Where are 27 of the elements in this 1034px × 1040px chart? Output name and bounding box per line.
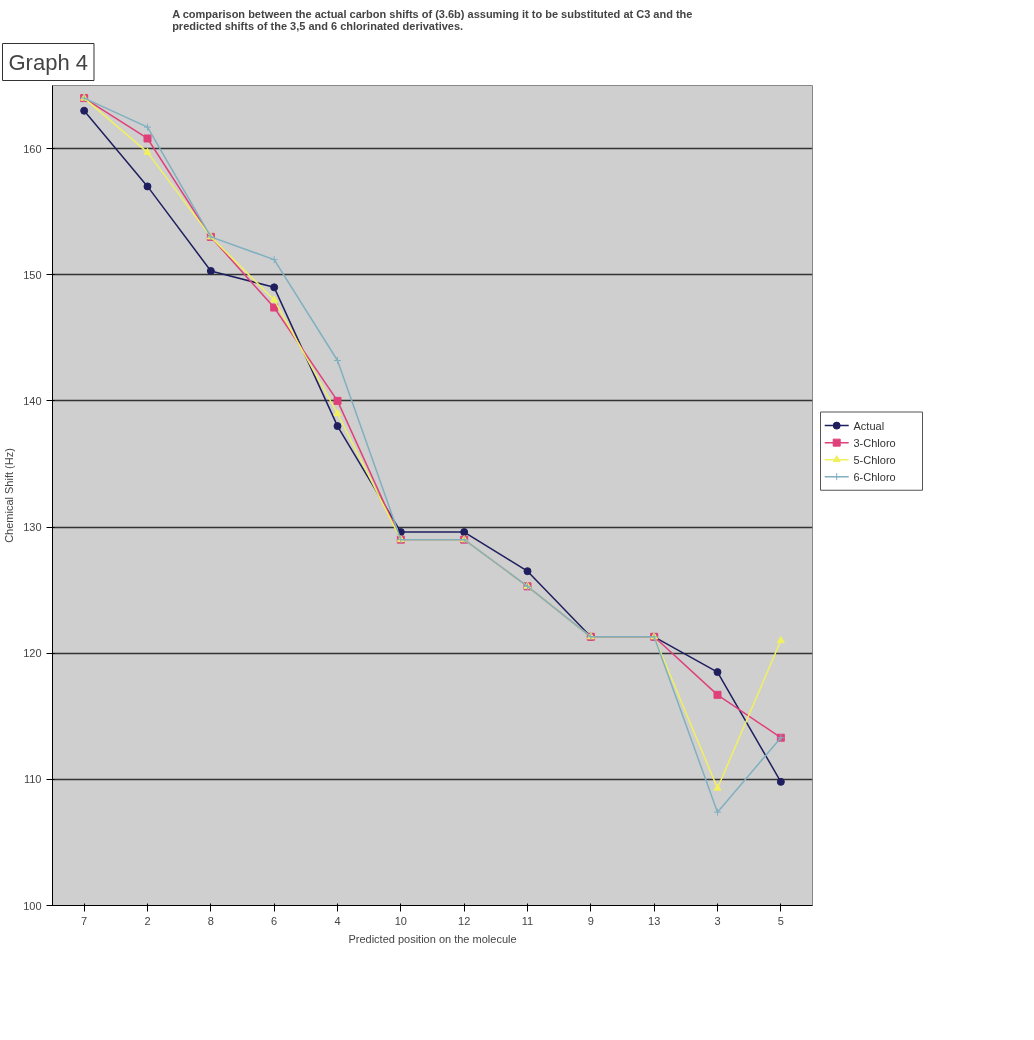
x-tick-label: 11 <box>521 914 534 927</box>
caption: Graph 4 <box>8 49 88 75</box>
x-tick-label: 13 <box>648 914 661 927</box>
y-axis-title: Chemical Shift (Hz) <box>3 448 16 543</box>
x-tick-label: 2 <box>144 914 151 927</box>
x-tick-label: 5 <box>777 914 784 927</box>
x-tick-label: 8 <box>207 914 214 927</box>
y-tick-label: 120 <box>23 647 42 660</box>
chart-title: A comparison between the actual carbon shifts of (3.6b) assuming it to be substituted at C3 and the predicted shifts of the 3,5 and 6 chlorinated derivatives. <box>172 7 693 32</box>
y-tick-label: 160 <box>23 142 42 155</box>
x-tick-label: 9 <box>587 914 594 927</box>
legend-label: Actual <box>853 419 885 432</box>
y-tick-label: 140 <box>23 394 42 407</box>
y-tick-label: 110 <box>23 773 42 786</box>
y-tick-label: 130 <box>23 521 42 534</box>
x-tick-label: 3 <box>714 914 721 927</box>
x-tick-label: 7 <box>81 914 88 927</box>
x-tick-label: 4 <box>334 914 341 927</box>
x-tick-label: 6 <box>271 914 278 927</box>
legend-label: 5-Chloro <box>853 453 896 466</box>
y-tick-label: 100 <box>23 899 42 912</box>
x-tick-label: 10 <box>394 914 407 927</box>
y-tick-label: 150 <box>23 268 42 281</box>
x-tick-label: 12 <box>458 914 471 927</box>
x-axis-title: Predicted position on the molecule <box>348 932 517 945</box>
legend-label: 3-Chloro <box>853 436 896 449</box>
legend-label: 6-Chloro <box>853 470 896 483</box>
